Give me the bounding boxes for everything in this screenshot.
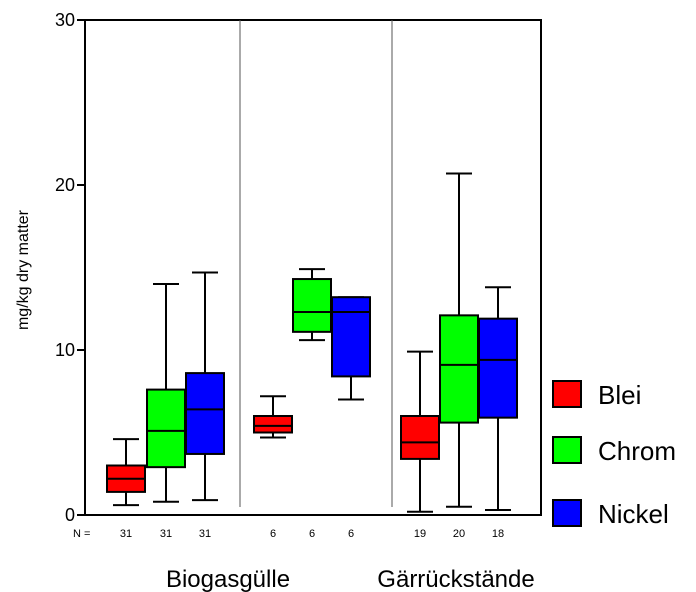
legend-label-chrom: Chrom bbox=[598, 436, 676, 466]
y-tick-label-20: 20 bbox=[55, 175, 75, 195]
sample-size-labels: N = 31 31 31 6 6 6 19 20 18 bbox=[73, 528, 504, 540]
legend-item-blei: Blei bbox=[552, 380, 641, 410]
n-label-blei-group-1: 31 bbox=[120, 528, 132, 540]
n-label-nickel-group-3: 18 bbox=[492, 528, 504, 540]
box-nickel-group-2 bbox=[331, 296, 371, 401]
group-label-3: Gärrückstände bbox=[377, 566, 534, 592]
box-iqr bbox=[292, 278, 332, 333]
plot-frame bbox=[84, 19, 542, 516]
legend-label-blei: Blei bbox=[598, 380, 641, 410]
legend-swatch bbox=[552, 436, 582, 464]
box-chrom-group-2 bbox=[292, 268, 332, 342]
box-chrom-group-1 bbox=[146, 283, 186, 503]
legend-swatch bbox=[552, 499, 582, 527]
plot-border bbox=[84, 19, 542, 516]
box-iqr bbox=[331, 296, 371, 378]
n-label-blei-group-3: 19 bbox=[414, 528, 426, 540]
legend-swatch bbox=[552, 380, 582, 408]
n-label-chrom-group-3: 20 bbox=[453, 528, 465, 540]
box-nickel-group-1 bbox=[185, 271, 225, 502]
box-iqr bbox=[253, 415, 293, 434]
box-iqr bbox=[185, 372, 225, 455]
boxes bbox=[106, 172, 518, 513]
box-nickel-group-3 bbox=[478, 286, 518, 512]
y-axis: 0 10 20 30 bbox=[55, 10, 85, 525]
legend-item-nickel: Nickel bbox=[552, 499, 669, 529]
n-label-nickel-group-1: 31 bbox=[199, 528, 211, 540]
y-tick-label-10: 10 bbox=[55, 340, 75, 360]
box-blei-group-1 bbox=[106, 438, 146, 507]
legend-label-nickel: Nickel bbox=[598, 499, 669, 529]
box-iqr bbox=[439, 314, 479, 424]
n-label-nickel-group-2: 6 bbox=[348, 528, 354, 540]
box-chrom-group-3 bbox=[439, 172, 479, 508]
y-tick-label-0: 0 bbox=[65, 505, 75, 525]
group-label-1: Biogasgülle bbox=[166, 566, 290, 592]
n-label-chrom-group-1: 31 bbox=[160, 528, 172, 540]
legend-item-chrom: Chrom bbox=[552, 436, 676, 466]
n-prefix-label: N = bbox=[73, 528, 90, 540]
y-tick-label-30: 30 bbox=[55, 10, 75, 30]
n-label-blei-group-2: 6 bbox=[270, 528, 276, 540]
box-iqr bbox=[146, 388, 186, 469]
n-label-chrom-group-2: 6 bbox=[309, 528, 315, 540]
y-axis-label: mg/kg dry matter bbox=[15, 209, 32, 330]
box-iqr bbox=[478, 317, 518, 419]
group-labels: Biogasgülle Gärrückstände bbox=[166, 566, 535, 592]
box-blei-group-3 bbox=[400, 350, 440, 513]
group-dividers bbox=[239, 20, 393, 507]
legend: Blei Chrom Nickel bbox=[552, 380, 676, 529]
box-blei-group-2 bbox=[253, 395, 293, 439]
box-iqr bbox=[400, 415, 440, 460]
